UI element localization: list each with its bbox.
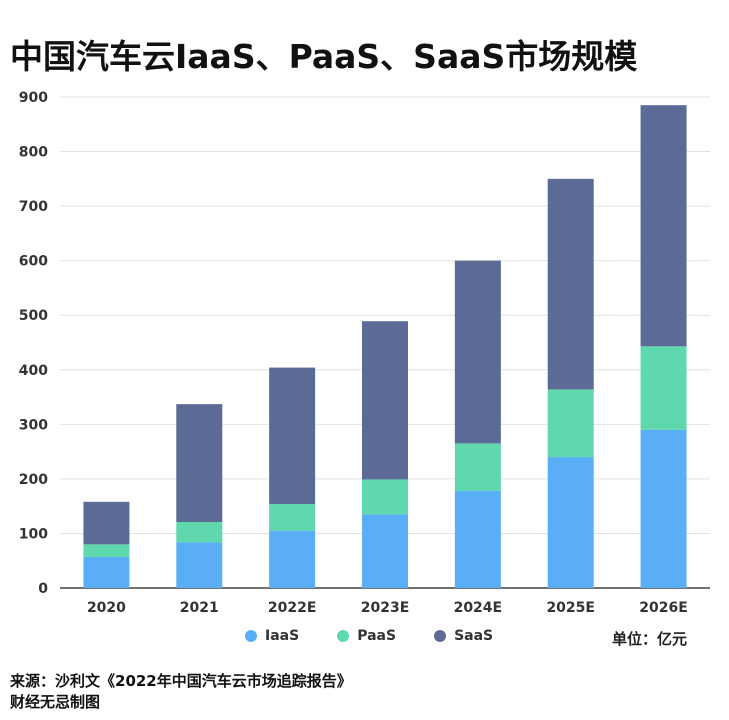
bar-iaas-2022e[interactable] [269,530,316,588]
source-line-1: 来源：沙利文《2022年中国汽车云市场追踪报告》 [10,672,352,690]
y-tick-label: 0 [38,581,48,597]
x-tick-label: 2020 [87,600,126,616]
x-axis-ticks: 2020 2021 2022E 2023E 2024E 2025E 2026E [87,600,688,616]
bar-paas-2020[interactable] [83,544,130,557]
bar-iaas-2021[interactable] [176,542,223,588]
x-tick-label: 2022E [268,600,317,616]
bar-paas-2023e[interactable] [362,479,408,515]
legend-item-paas[interactable]: PaaS [337,628,396,644]
y-tick-label: 700 [19,199,48,215]
x-tick-label: 2024E [454,600,503,616]
bar-iaas-2023e[interactable] [362,514,408,588]
bar-saas-2020[interactable] [83,501,130,545]
y-axis-ticks: 0 100 200 300 400 500 600 700 800 900 [19,90,48,597]
legend: IaaS PaaS SaaS [245,628,493,644]
bars [83,105,687,588]
y-tick-label: 300 [19,417,48,433]
y-tick-label: 900 [19,90,48,106]
legend-item-saas[interactable]: SaaS [434,628,493,644]
bar-paas-2026e[interactable] [640,346,687,430]
x-tick-label: 2025E [546,600,595,616]
legend-label-iaas: IaaS [265,628,300,644]
x-tick-label: 2023E [361,600,410,616]
y-tick-label: 200 [19,472,48,488]
legend-dot-paas [337,630,350,642]
bar-iaas-2025e[interactable] [547,457,594,588]
bar-iaas-2020[interactable] [83,556,130,588]
bar-saas-2025e[interactable] [547,178,594,390]
bar-paas-2024e[interactable] [454,443,501,491]
bar-saas-2023e[interactable] [362,321,408,480]
source-note: 来源：沙利文《2022年中国汽车云市场追踪报告》 财经无忌制图 [10,671,352,713]
unit-label: 单位：亿元 [612,630,688,648]
bar-paas-2022e[interactable] [269,503,316,531]
bar-paas-2025e[interactable] [547,389,594,458]
y-tick-label: 800 [19,145,48,161]
legend-item-iaas[interactable]: IaaS [245,628,299,644]
bar-iaas-2024e[interactable] [454,490,501,588]
x-tick-label: 2021 [180,600,219,616]
bar-iaas-2026e[interactable] [640,429,687,588]
y-tick-label: 100 [19,526,48,542]
x-tick-label: 2026E [639,600,688,616]
source-line-2: 财经无忌制图 [10,693,101,711]
y-tick-label: 600 [19,254,48,270]
bar-saas-2021[interactable] [176,404,223,522]
bar-paas-2021[interactable] [176,521,223,543]
bar-saas-2026e[interactable] [640,105,687,347]
legend-dot-iaas [245,630,257,642]
y-tick-label: 500 [19,308,48,324]
bar-saas-2024e[interactable] [454,260,501,444]
legend-label-saas: SaaS [454,628,494,644]
legend-dot-saas [434,630,447,642]
bar-saas-2022e[interactable] [269,367,316,504]
chart-title: 中国汽车云IaaS、PaaS、SaaS市场规模 [10,37,638,76]
y-tick-label: 400 [19,363,48,379]
legend-label-paas: PaaS [357,628,397,644]
